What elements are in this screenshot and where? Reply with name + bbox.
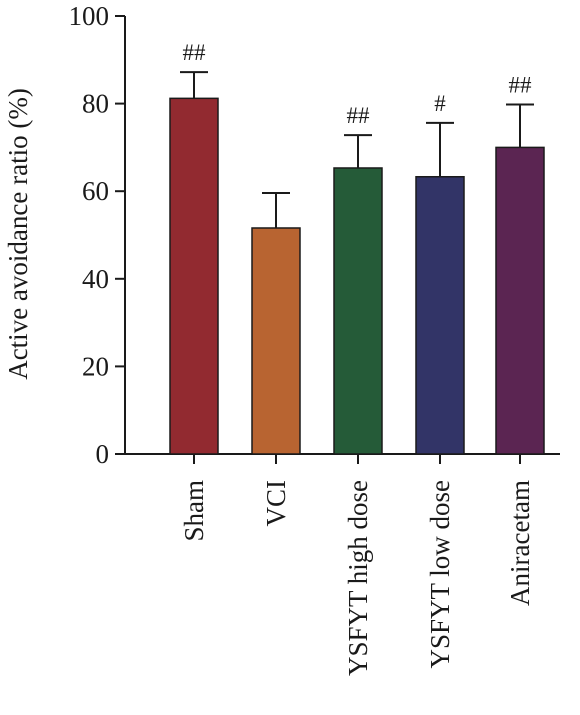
bar — [251, 227, 301, 455]
y-tick-label: 40 — [82, 264, 109, 294]
x-tick-label: YSFYT low dose — [425, 480, 455, 669]
x-axis: Sham VCI YSFYT high dose YSFYT low dose Anir… — [125, 453, 560, 676]
bar — [169, 97, 219, 455]
y-tick-label: 60 — [82, 176, 109, 206]
bar — [333, 167, 383, 455]
x-tick-label: Sham — [179, 480, 209, 542]
x-tick-label: VCI — [261, 480, 291, 527]
y-tick-label: 100 — [69, 1, 110, 31]
significance-label: ## — [509, 72, 533, 97]
y-tick-label: 20 — [82, 351, 109, 381]
bar — [495, 146, 545, 455]
significance-label: # — [434, 91, 446, 116]
x-tick-label: Aniracetam — [505, 480, 535, 606]
bars-group — [169, 97, 545, 455]
error-bars-group — [180, 71, 534, 228]
y-axis: 0 20 40 60 80 100 — [69, 1, 126, 469]
bar — [415, 175, 465, 455]
significance-label: ## — [347, 103, 371, 128]
y-axis-label: Active avoidance ratio (%) — [3, 88, 33, 380]
x-tick-label: YSFYT high dose — [343, 480, 373, 676]
annotations-group: #### ### — [183, 40, 533, 128]
significance-label: ## — [183, 40, 207, 65]
y-tick-label: 0 — [96, 439, 110, 469]
y-tick-label: 80 — [82, 89, 109, 119]
